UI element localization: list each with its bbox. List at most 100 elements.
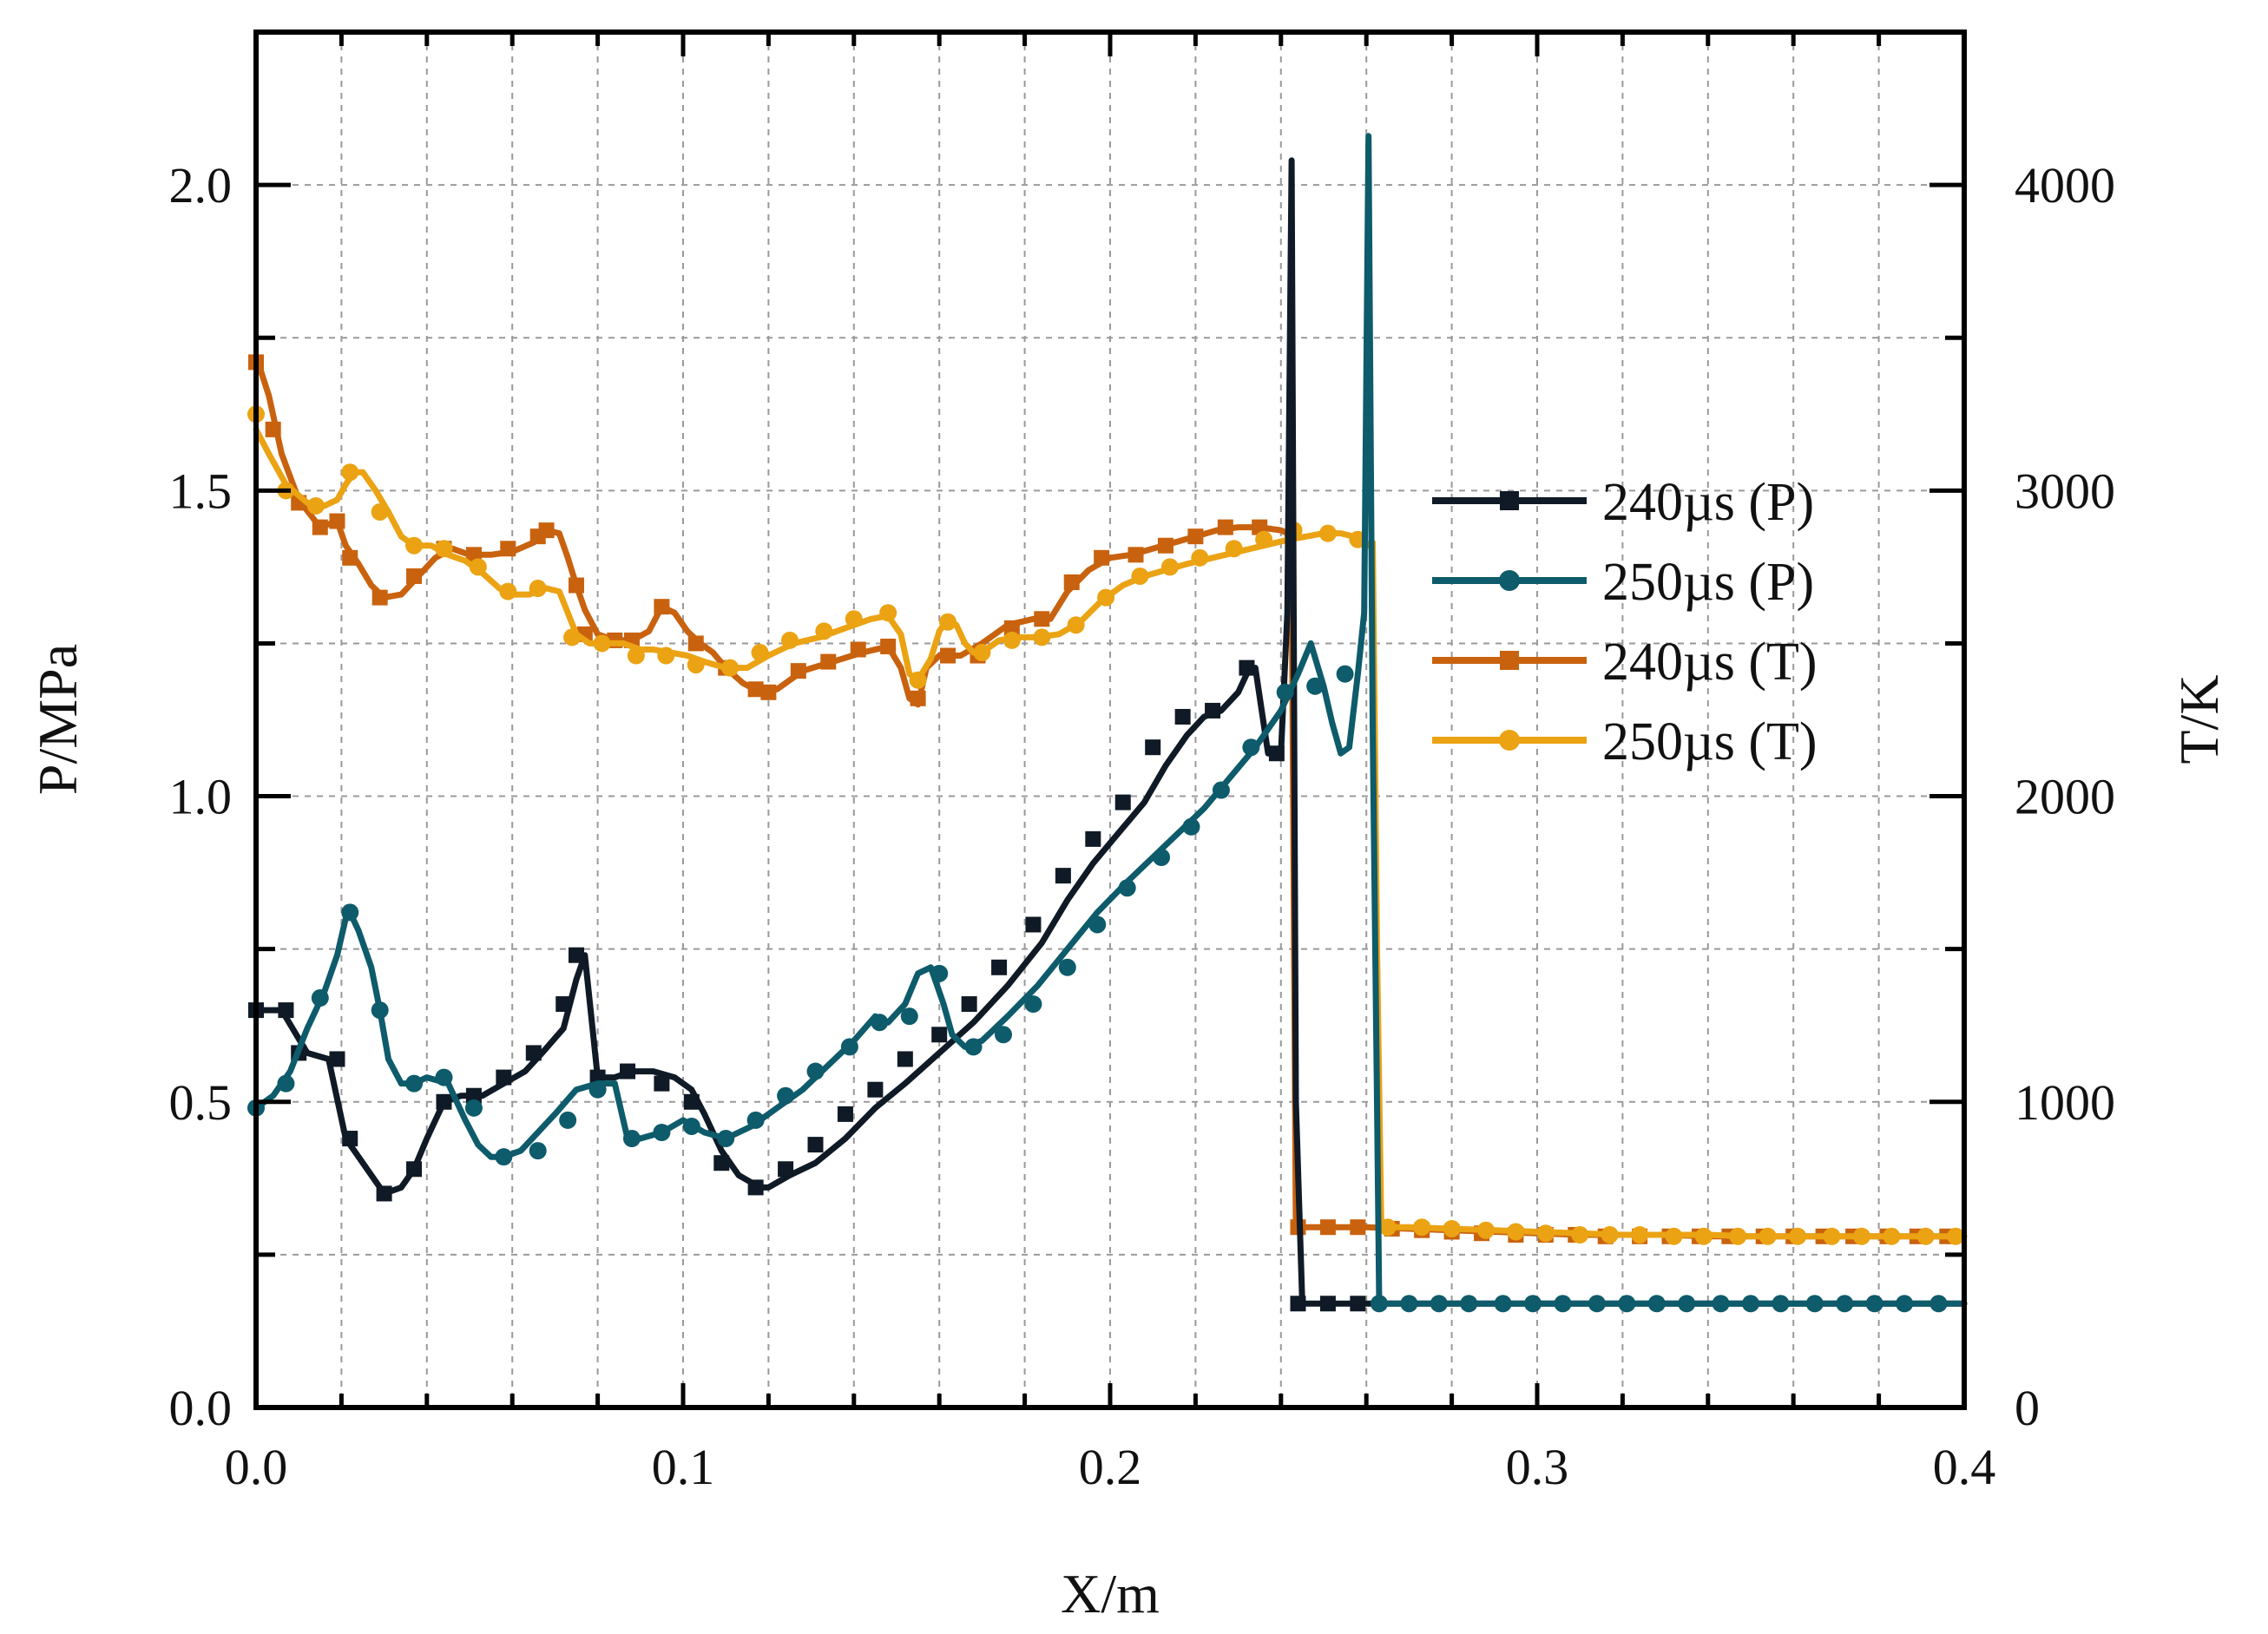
data-point — [342, 549, 358, 566]
data-point — [435, 540, 453, 558]
data-point — [1003, 631, 1021, 649]
y-right-axis-title: T/K — [2168, 674, 2230, 764]
legend-marker — [1500, 651, 1519, 670]
data-point — [469, 558, 487, 576]
data-point — [435, 1068, 453, 1086]
data-point — [529, 1142, 547, 1160]
data-point — [436, 1093, 452, 1110]
data-point — [1318, 524, 1337, 542]
data-point — [657, 646, 675, 665]
data-point — [973, 644, 991, 662]
x-tick-label: 0.4 — [1933, 1439, 1996, 1495]
x-tick-label: 0.1 — [652, 1439, 715, 1495]
data-point — [1118, 879, 1136, 897]
data-point — [1055, 868, 1071, 884]
data-point — [879, 604, 897, 622]
data-point — [1145, 739, 1161, 756]
y-left-tick-label: 1.5 — [169, 463, 233, 519]
data-point — [991, 959, 1008, 975]
data-point — [342, 1131, 358, 1147]
data-point — [910, 690, 926, 706]
data-point — [311, 989, 329, 1007]
data-point — [496, 1069, 512, 1086]
data-point — [1153, 849, 1171, 866]
legend-item: 250µs (P) — [1432, 553, 1814, 612]
data-point — [751, 644, 769, 662]
y-right-tick-label: 1000 — [2015, 1074, 2115, 1131]
x-axis-title: X/m — [1061, 1563, 1160, 1624]
data-point — [747, 1179, 764, 1196]
data-point — [687, 656, 705, 674]
data-point — [760, 684, 777, 700]
plot-series-area — [247, 133, 1968, 1313]
x-tick-label: 0.2 — [1079, 1439, 1142, 1495]
data-point — [850, 641, 866, 658]
data-point — [1067, 616, 1085, 634]
data-point — [1618, 1295, 1636, 1313]
data-point — [341, 903, 359, 922]
data-point — [1217, 519, 1233, 535]
data-point — [900, 1007, 918, 1026]
data-point — [837, 1106, 853, 1122]
data-point — [995, 1026, 1012, 1044]
data-point — [840, 1038, 858, 1056]
legend-item: 240µs (P) — [1432, 473, 1814, 532]
data-point — [525, 1045, 542, 1061]
data-point — [1085, 830, 1101, 847]
data-point — [1836, 1295, 1854, 1313]
data-point — [306, 496, 325, 515]
legend-marker — [1499, 730, 1520, 751]
data-point — [1647, 1295, 1666, 1313]
data-point — [329, 1051, 345, 1067]
legend: 240µs (P) 250µs (P) 240µs (T) 250µs (T) — [1432, 473, 1818, 771]
data-point — [909, 671, 927, 689]
data-point — [1588, 1295, 1606, 1313]
series-4 — [247, 405, 1968, 1245]
data-point — [1494, 1295, 1512, 1313]
data-point — [1191, 548, 1209, 567]
data-point — [1114, 794, 1131, 810]
data-point — [687, 635, 704, 652]
data-point — [1205, 702, 1221, 719]
data-point — [1255, 530, 1273, 548]
data-point — [529, 580, 547, 598]
data-point — [1319, 1296, 1336, 1312]
data-point — [1212, 781, 1230, 799]
data-point — [622, 1130, 641, 1148]
data-point — [406, 1161, 423, 1178]
data-point — [930, 964, 949, 982]
data-point — [747, 681, 764, 698]
data-point — [1378, 1218, 1397, 1237]
data-point — [1883, 1227, 1901, 1245]
data-point — [1097, 588, 1115, 607]
data-point — [746, 1111, 765, 1129]
legend-item: 240µs (T) — [1432, 633, 1818, 692]
data-point — [312, 519, 328, 535]
y-right-tick-label: 4000 — [2015, 157, 2115, 213]
data-point — [1174, 708, 1191, 725]
data-point — [682, 1117, 700, 1135]
data-point — [1929, 1295, 1948, 1313]
data-point — [329, 513, 345, 529]
data-point — [778, 1161, 794, 1178]
data-point — [1094, 549, 1110, 566]
data-point — [939, 613, 957, 631]
data-point — [1729, 1227, 1747, 1245]
data-point — [1823, 1227, 1841, 1245]
legend-label: 240µs (P) — [1602, 473, 1814, 532]
data-point — [931, 1027, 948, 1043]
data-point — [563, 628, 582, 646]
data-point — [1460, 1295, 1478, 1313]
data-point — [845, 610, 863, 628]
data-point — [806, 1062, 825, 1080]
y-left-axis-title: P/MPa — [27, 644, 89, 795]
data-point — [1507, 1223, 1525, 1241]
data-point — [1678, 1295, 1696, 1313]
data-point — [713, 1155, 730, 1171]
data-point — [627, 646, 645, 665]
data-point — [569, 577, 584, 594]
data-point — [1712, 1295, 1730, 1313]
data-point — [777, 1086, 795, 1105]
y-left-tick-label: 0.0 — [169, 1380, 233, 1436]
x-tick-label: 0.3 — [1506, 1439, 1569, 1495]
